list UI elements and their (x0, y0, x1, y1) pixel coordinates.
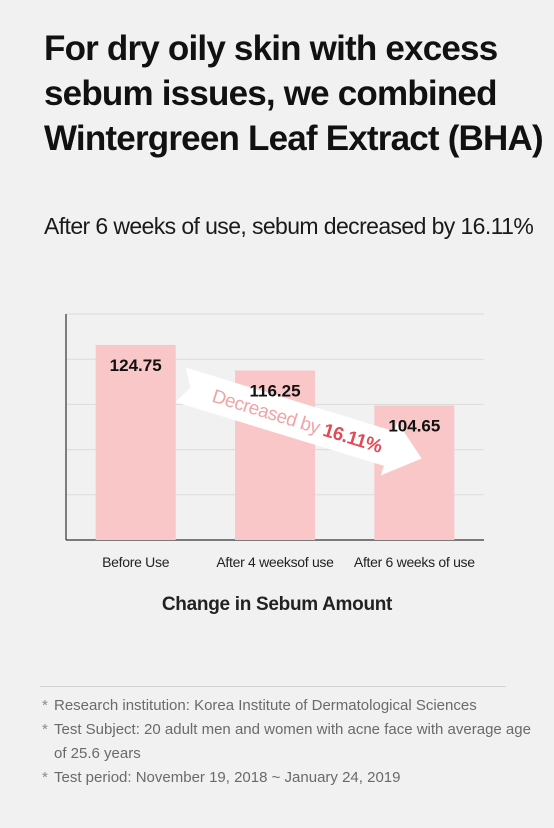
headline-line: sebum issues, we combined (44, 74, 497, 113)
category-label: After 6 weeks of use (354, 554, 475, 570)
decrease-annotation: Decreased by 16.11% (175, 367, 422, 476)
subheadline: After 6 weeks of use, sebum decreased by… (44, 213, 534, 239)
bar (95, 344, 176, 540)
value-label: 116.25 (249, 382, 300, 401)
note-text: Test Subject: 20 adult men and women wit… (54, 721, 531, 762)
category-label: After 4 weeksof use (216, 554, 334, 570)
note-text: Research institution: Korea Institute of… (54, 697, 477, 714)
chart-title: Change in Sebum Amount (161, 594, 393, 615)
headline: For dry oily skin with excess sebum issu… (44, 26, 544, 161)
category-label: Before Use (102, 554, 170, 570)
study-notes: * Research institution: Korea Institute … (42, 694, 542, 790)
sebum-bar-chart: Decreased by 16.11% 124.75 116.25 104.65 B… (65, 313, 484, 570)
value-label: 104.65 (388, 416, 440, 435)
category-labels: Before Use After 4 weeksof use After 6 wee… (102, 554, 475, 570)
bar (374, 405, 455, 540)
value-label: 124.75 (110, 356, 162, 375)
note-text: Test period: November 19, 2018 ~ January… (54, 769, 401, 786)
note-item: * Test period: November 19, 2018 ~ Janua… (42, 766, 542, 790)
arrow-shape (175, 367, 422, 476)
note-item: * Research institution: Korea Institute … (42, 694, 542, 718)
headline-line: Wintergreen Leaf Extract (BHA) (44, 119, 544, 158)
note-bullet: * (42, 697, 48, 714)
decrease-arrow: Decreased by 16.11% (175, 367, 422, 476)
divider (40, 686, 506, 687)
note-bullet: * (42, 721, 48, 738)
value-labels: 124.75 116.25 104.65 (110, 356, 441, 436)
note-bullet: * (42, 769, 48, 786)
headline-line: For dry oily skin with excess (44, 29, 498, 68)
note-item: * Test Subject: 20 adult men and women w… (42, 718, 542, 766)
